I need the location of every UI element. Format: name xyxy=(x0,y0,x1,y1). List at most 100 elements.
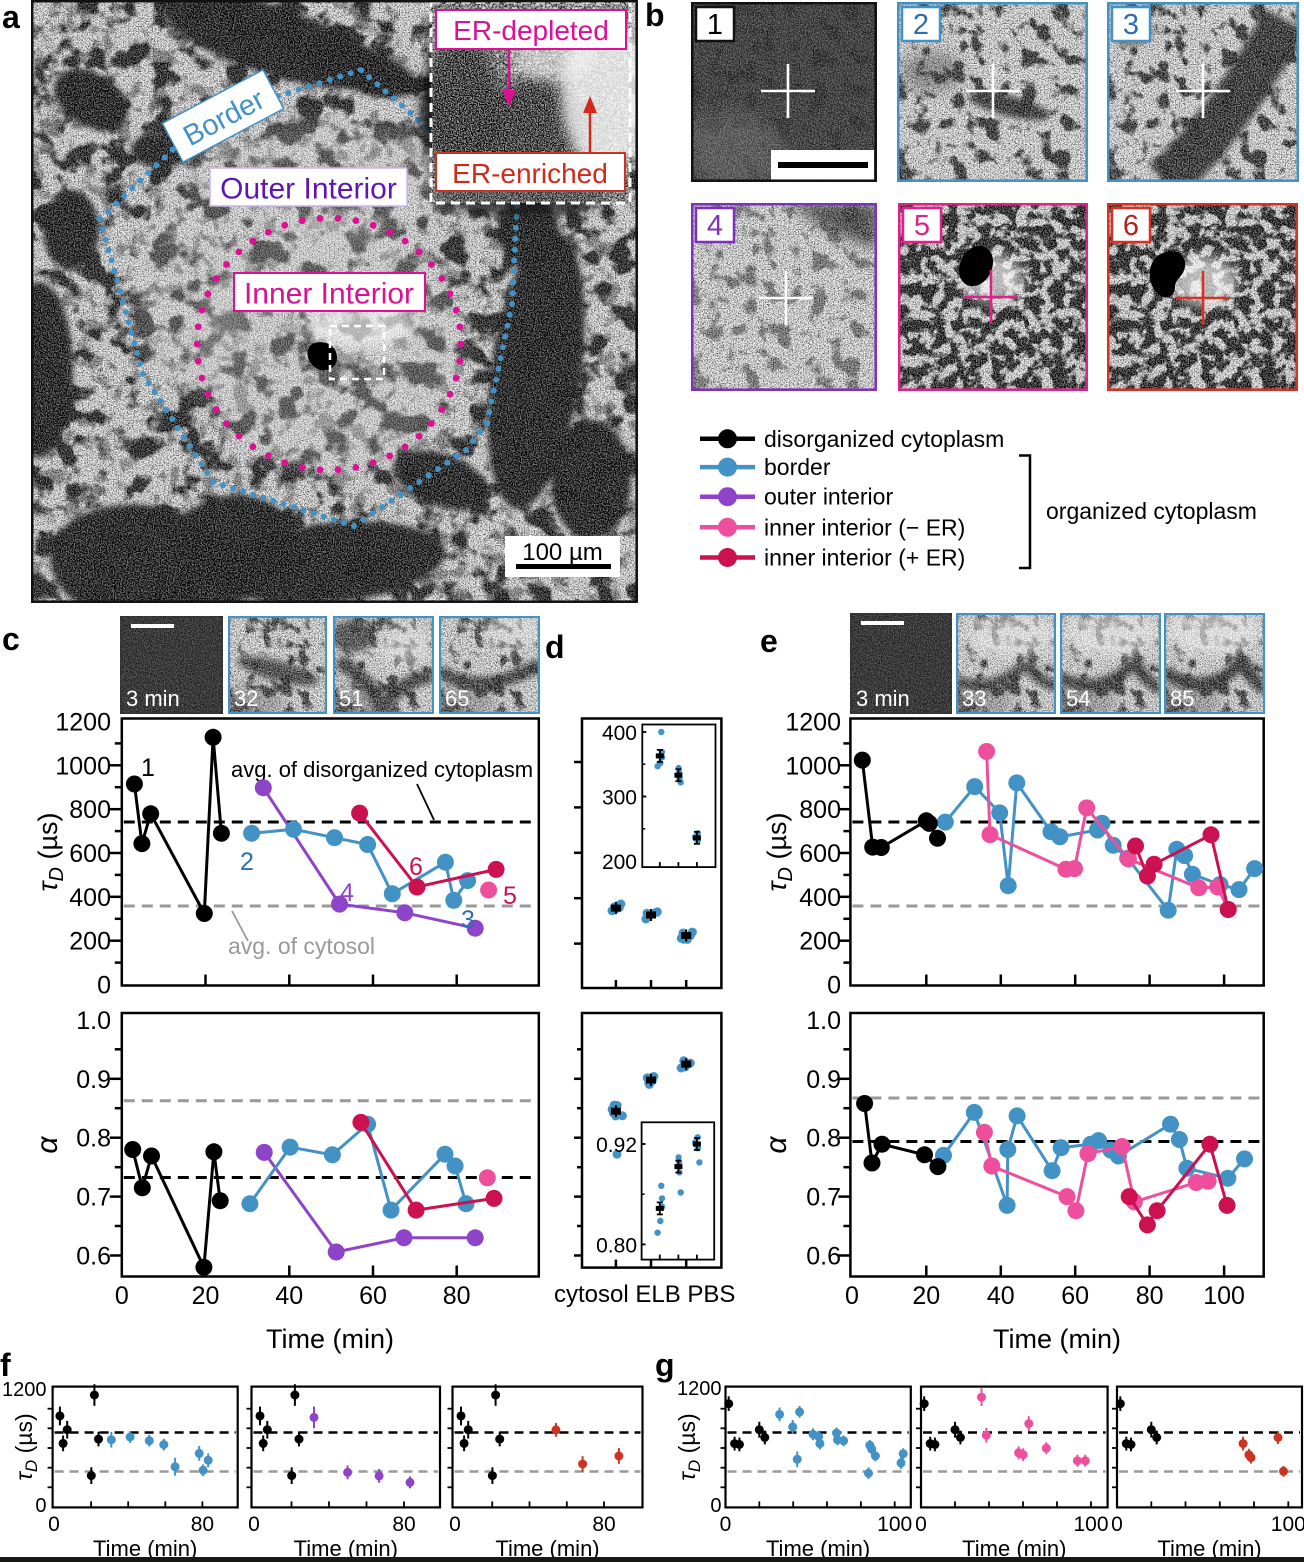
svg-text:80: 80 xyxy=(592,1513,615,1536)
svg-text:Time (min): Time (min) xyxy=(766,1536,870,1561)
svg-text:54: 54 xyxy=(1066,686,1090,711)
svg-text:avg. of disorganized cytoplasm: avg. of disorganized cytoplasm xyxy=(231,757,533,782)
svg-text:Outer Interior: Outer Interior xyxy=(220,173,397,206)
svg-text:0: 0 xyxy=(48,1513,60,1536)
svg-text:outer interior: outer interior xyxy=(764,484,893,510)
svg-text:0: 0 xyxy=(845,1282,859,1310)
svg-text:0.80: 0.80 xyxy=(596,1234,637,1257)
svg-text:cytosol ELB PBS: cytosol ELB PBS xyxy=(554,1281,735,1308)
svg-text:33: 33 xyxy=(962,686,986,711)
svg-text:avg. of cytosol: avg. of cytosol xyxy=(228,933,375,959)
svg-text:e: e xyxy=(760,623,778,659)
svg-text:τD (µs): τD (µs) xyxy=(11,1413,41,1480)
svg-text:20: 20 xyxy=(912,1282,940,1310)
svg-text:80: 80 xyxy=(191,1513,214,1536)
svg-text:1200: 1200 xyxy=(677,1378,722,1400)
svg-text:1.0: 1.0 xyxy=(76,1007,111,1035)
svg-text:inner interior (+ ER): inner interior (+ ER) xyxy=(764,545,965,571)
svg-text:200: 200 xyxy=(799,928,841,956)
svg-text:3: 3 xyxy=(1123,9,1139,41)
svg-text:1: 1 xyxy=(707,9,723,41)
svg-text:5: 5 xyxy=(503,882,517,910)
svg-text:0: 0 xyxy=(1111,1513,1123,1536)
svg-text:τD (µs): τD (µs) xyxy=(674,1413,704,1480)
svg-text:85: 85 xyxy=(1170,686,1194,711)
svg-text:c: c xyxy=(2,621,20,657)
svg-text:80: 80 xyxy=(443,1282,471,1310)
svg-text:800: 800 xyxy=(69,796,111,824)
svg-text:1.0: 1.0 xyxy=(806,1007,841,1035)
svg-text:40: 40 xyxy=(275,1282,303,1310)
svg-text:0: 0 xyxy=(449,1513,461,1536)
svg-text:g: g xyxy=(655,1347,675,1383)
svg-text:τD (µs): τD (µs) xyxy=(33,812,68,891)
svg-text:0.9: 0.9 xyxy=(806,1066,841,1094)
svg-text:a: a xyxy=(2,0,20,35)
svg-text:1000: 1000 xyxy=(55,752,111,780)
svg-text:0.7: 0.7 xyxy=(76,1184,111,1212)
svg-text:40: 40 xyxy=(987,1282,1015,1310)
svg-text:0: 0 xyxy=(115,1282,129,1310)
svg-text:800: 800 xyxy=(799,796,841,824)
svg-text:Time (min): Time (min) xyxy=(93,1536,197,1561)
svg-text:1: 1 xyxy=(141,754,155,782)
svg-text:5: 5 xyxy=(914,210,930,242)
svg-text:1000: 1000 xyxy=(785,752,841,780)
svg-text:0: 0 xyxy=(97,972,111,1000)
svg-text:α: α xyxy=(760,1136,793,1154)
svg-text:f: f xyxy=(0,1347,11,1383)
svg-text:600: 600 xyxy=(69,840,111,868)
svg-text:2: 2 xyxy=(240,848,254,876)
svg-text:80: 80 xyxy=(1136,1282,1164,1310)
svg-text:1200: 1200 xyxy=(785,709,841,737)
svg-text:0.6: 0.6 xyxy=(76,1243,111,1271)
svg-text:Time (min): Time (min) xyxy=(266,1324,394,1354)
svg-text:disorganized cytoplasm: disorganized cytoplasm xyxy=(764,426,1004,452)
svg-text:Inner Interior: Inner Interior xyxy=(244,278,414,311)
svg-text:Time (min): Time (min) xyxy=(294,1536,398,1561)
svg-text:Time (min): Time (min) xyxy=(962,1536,1066,1561)
svg-text:65: 65 xyxy=(445,686,469,711)
svg-text:Time (min): Time (min) xyxy=(495,1536,599,1561)
svg-text:4: 4 xyxy=(707,210,723,242)
svg-text:0.92: 0.92 xyxy=(596,1134,637,1157)
svg-text:τD (µs): τD (µs) xyxy=(762,812,797,891)
svg-text:200: 200 xyxy=(69,928,111,956)
svg-text:6: 6 xyxy=(1123,210,1139,242)
svg-text:400: 400 xyxy=(602,722,637,745)
svg-text:border: border xyxy=(764,454,831,480)
svg-text:600: 600 xyxy=(799,840,841,868)
svg-text:0.7: 0.7 xyxy=(806,1184,841,1212)
svg-text:100: 100 xyxy=(1073,1513,1108,1536)
svg-text:100 µm: 100 µm xyxy=(522,539,603,566)
svg-text:d: d xyxy=(545,629,565,665)
svg-text:20: 20 xyxy=(192,1282,220,1310)
svg-text:0: 0 xyxy=(710,1495,721,1517)
svg-text:b: b xyxy=(645,0,665,33)
svg-text:100: 100 xyxy=(1271,1513,1304,1536)
svg-text:400: 400 xyxy=(799,884,841,912)
svg-text:3: 3 xyxy=(461,906,475,934)
svg-text:300: 300 xyxy=(602,787,637,810)
svg-text:100: 100 xyxy=(1203,1282,1245,1310)
svg-text:ER-depleted: ER-depleted xyxy=(453,15,609,46)
svg-text:80: 80 xyxy=(392,1513,415,1536)
svg-text:inner interior (− ER): inner interior (− ER) xyxy=(764,514,965,540)
svg-text:0: 0 xyxy=(248,1513,260,1536)
svg-text:60: 60 xyxy=(359,1282,387,1310)
svg-text:51: 51 xyxy=(339,686,363,711)
svg-text:ER-enriched: ER-enriched xyxy=(452,158,608,189)
svg-text:0.9: 0.9 xyxy=(76,1066,111,1094)
svg-text:1200: 1200 xyxy=(55,709,111,737)
svg-text:200: 200 xyxy=(602,851,637,874)
svg-text:32: 32 xyxy=(234,686,258,711)
svg-text:100: 100 xyxy=(877,1513,912,1536)
svg-text:60: 60 xyxy=(1061,1282,1089,1310)
svg-text:0.6: 0.6 xyxy=(806,1243,841,1271)
svg-text:Time (min): Time (min) xyxy=(993,1324,1121,1354)
svg-text:3 min: 3 min xyxy=(856,686,910,711)
svg-text:0.8: 0.8 xyxy=(806,1125,841,1153)
svg-text:organized cytoplasm: organized cytoplasm xyxy=(1046,498,1257,524)
svg-text:6: 6 xyxy=(409,853,423,881)
svg-text:2: 2 xyxy=(913,9,929,41)
